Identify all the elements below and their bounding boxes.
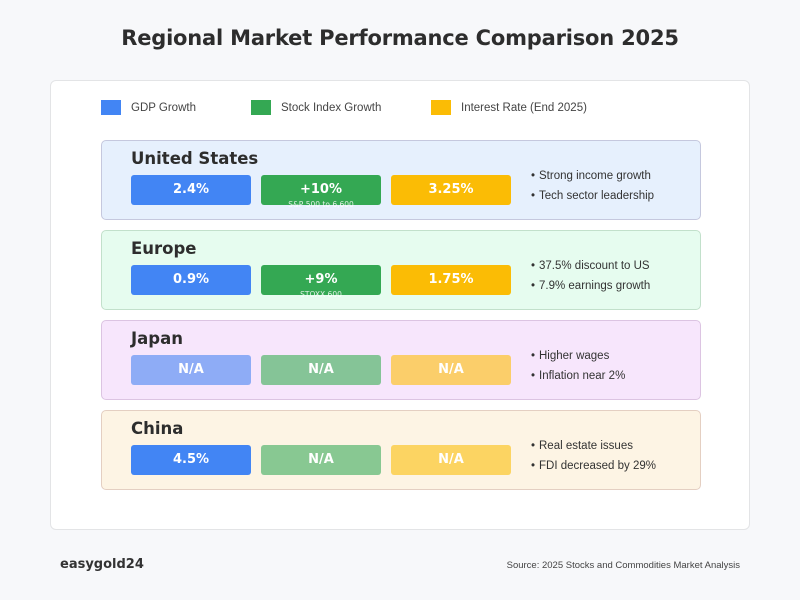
rate-metric: 3.25% [391,175,511,205]
gdp-metric: 4.5% [131,445,251,475]
source-citation: Source: 2025 Stocks and Commodities Mark… [506,560,740,571]
gdp-value: 2.4% [172,182,210,197]
stock-value: N/A [308,452,334,467]
bullet-icon: • [531,190,536,202]
note-text: Real estate issues [539,440,633,452]
rate-value: 3.25% [428,182,474,197]
note-item: • Tech sector leadership [531,188,654,208]
legend-label: Stock Index Growth [281,101,382,114]
rate-metric: N/A [391,445,511,475]
stock-metric: +10% S&P 500 to 6,600 [261,175,381,209]
gdp-metric: 0.9% [131,265,251,295]
note-text: Higher wages [539,350,610,362]
gdp-metric: 2.4% [131,175,251,205]
legend-item-rate: Interest Rate (End 2025) [431,100,587,115]
region-united-states: United States 2.4% +10% S&P 500 to 6,600… [101,140,701,220]
bullet-icon: • [531,280,536,292]
region-japan: Japan N/A N/A N/A • Higher wages • Inflati… [101,320,701,400]
bullet-icon: • [531,370,536,382]
legend-label: Interest Rate (End 2025) [461,101,587,114]
brand-logo-text: easygold24 [60,557,144,572]
comparison-card: GDP Growth Stock Index Growth Interest R… [50,80,750,530]
bullet-icon: • [531,460,536,472]
stock-metric: N/A [261,445,381,475]
gdp-value: 4.5% [172,452,210,467]
legend-swatch-stock [251,100,271,115]
bullet-icon: • [531,440,536,452]
bullet-icon: • [531,260,536,272]
legend-label: GDP Growth [131,101,196,114]
region-name: United States [131,149,259,168]
legend-swatch-gdp [101,100,121,115]
rate-metric: N/A [391,355,511,385]
note-item: • FDI decreased by 29% [531,458,656,478]
region-notes: • 37.5% discount to US • 7.9% earnings gro… [531,258,650,298]
note-item: • 7.9% earnings growth [531,278,650,298]
note-item: • Real estate issues [531,438,656,458]
note-item: • Strong income growth [531,168,654,188]
stock-value: N/A [308,362,334,377]
region-notes: • Strong income growth • Tech sector leade… [531,168,654,208]
bullet-icon: • [531,350,536,362]
note-text: 7.9% earnings growth [539,280,651,292]
region-europe: Europe 0.9% +9% STOXX 600 1.75% • 37.5% d… [101,230,701,310]
stock-metric: +9% STOXX 600 [261,265,381,299]
stock-index-note: S&P 500 to 6,600 [288,200,354,209]
region-name: Japan [131,329,183,348]
gdp-metric: N/A [131,355,251,385]
region-name: Europe [131,239,197,258]
rate-value: N/A [438,362,464,377]
note-text: Inflation near 2% [539,370,626,382]
note-item: • Inflation near 2% [531,368,625,388]
gdp-value: N/A [178,362,204,377]
note-text: Strong income growth [539,170,651,182]
legend-item-stock: Stock Index Growth [251,100,381,115]
region-name: China [131,419,184,438]
note-item: • Higher wages [531,348,625,368]
stock-metric: N/A [261,355,381,385]
gdp-value: 0.9% [172,272,210,287]
region-china: China 4.5% N/A N/A • Real estate issues •… [101,410,701,490]
rate-metric: 1.75% [391,265,511,295]
page-title: Regional Market Performance Comparison 2… [121,26,679,50]
region-notes: • Real estate issues • FDI decreased by 29… [531,438,656,478]
bullet-icon: • [531,170,536,182]
note-text: Tech sector leadership [539,190,655,202]
stock-value: +10% [299,182,342,197]
region-notes: • Higher wages • Inflation near 2% [531,348,625,388]
stock-index-note: STOXX 600 [300,290,342,299]
legend-swatch-rate [431,100,451,115]
rate-value: N/A [438,452,464,467]
note-text: 37.5% discount to US [539,260,650,272]
rate-value: 1.75% [428,272,474,287]
note-item: • 37.5% discount to US [531,258,650,278]
legend-item-gdp: GDP Growth [101,100,196,115]
note-text: FDI decreased by 29% [539,460,656,472]
stock-value: +9% [304,272,338,287]
